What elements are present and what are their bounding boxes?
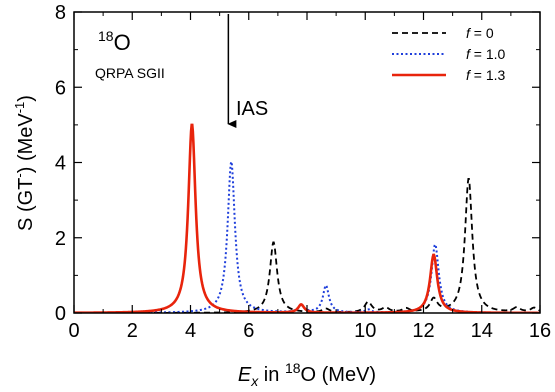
series-layer (74, 123, 540, 313)
x-axis-title-end: O (MeV) (301, 364, 377, 386)
x-axis-title-sup: 18 (285, 360, 301, 376)
legend-value: = 1.3 (470, 67, 506, 83)
series-line-0 (74, 178, 540, 313)
x-tick-label: 0 (68, 320, 79, 342)
ticks-layer: 0 2 4 6 8 10 12 14 16 0 2 4 6 8 (55, 2, 551, 342)
legend-var: f (466, 25, 472, 41)
legend-label-2: f = 1.3 (466, 67, 506, 83)
legend-var: f (466, 67, 472, 83)
x-tick-label: 12 (412, 320, 434, 342)
x-tick-label: 2 (127, 320, 138, 342)
x-tick-label: 10 (354, 320, 376, 342)
legend-label-1: f = 1.0 (466, 46, 506, 62)
nucleus-label: 18O (98, 28, 131, 55)
x-axis-title: Ex in 18O (MeV) (238, 360, 376, 389)
nucleus-mass-number: 18 (98, 28, 114, 44)
y-axis-title-main: S (GT (15, 178, 37, 231)
x-axis-title-sub: x (250, 373, 259, 389)
x-tick-label: 16 (529, 320, 551, 342)
legend: f = 0f = 1.0f = 1.3 (392, 25, 506, 83)
legend-value: = 1.0 (470, 46, 506, 62)
x-axis-title-main: E (238, 364, 252, 386)
y-tick-label: 8 (55, 2, 66, 24)
x-tick-label: 6 (243, 320, 254, 342)
x-tick-label: 14 (471, 320, 493, 342)
model-label: QRPA SGII (95, 65, 165, 81)
nucleus-symbol: O (114, 30, 131, 55)
y-axis-title-sup2: -1 (12, 102, 27, 114)
y-tick-label: 2 (55, 228, 66, 250)
y-axis-title-end: ) (15, 95, 37, 102)
x-tick-label: 8 (301, 320, 312, 342)
y-tick-label: 6 (55, 77, 66, 99)
legend-value: = 0 (470, 25, 494, 41)
x-axis-title-mid: in (258, 364, 285, 386)
ias-label: IAS (236, 98, 268, 120)
y-axis-title-mid: ) (MeV (15, 113, 37, 174)
y-axis-title-sup: - (12, 173, 27, 177)
legend-var: f (466, 46, 472, 62)
x-tick-label: 4 (185, 320, 196, 342)
legend-label-0: f = 0 (466, 25, 494, 41)
series-line-2 (74, 123, 540, 313)
y-axis-title: S (GT-) (MeV-1) (12, 95, 37, 231)
y-tick-label: 0 (55, 303, 66, 325)
y-tick-label: 4 (55, 153, 66, 175)
